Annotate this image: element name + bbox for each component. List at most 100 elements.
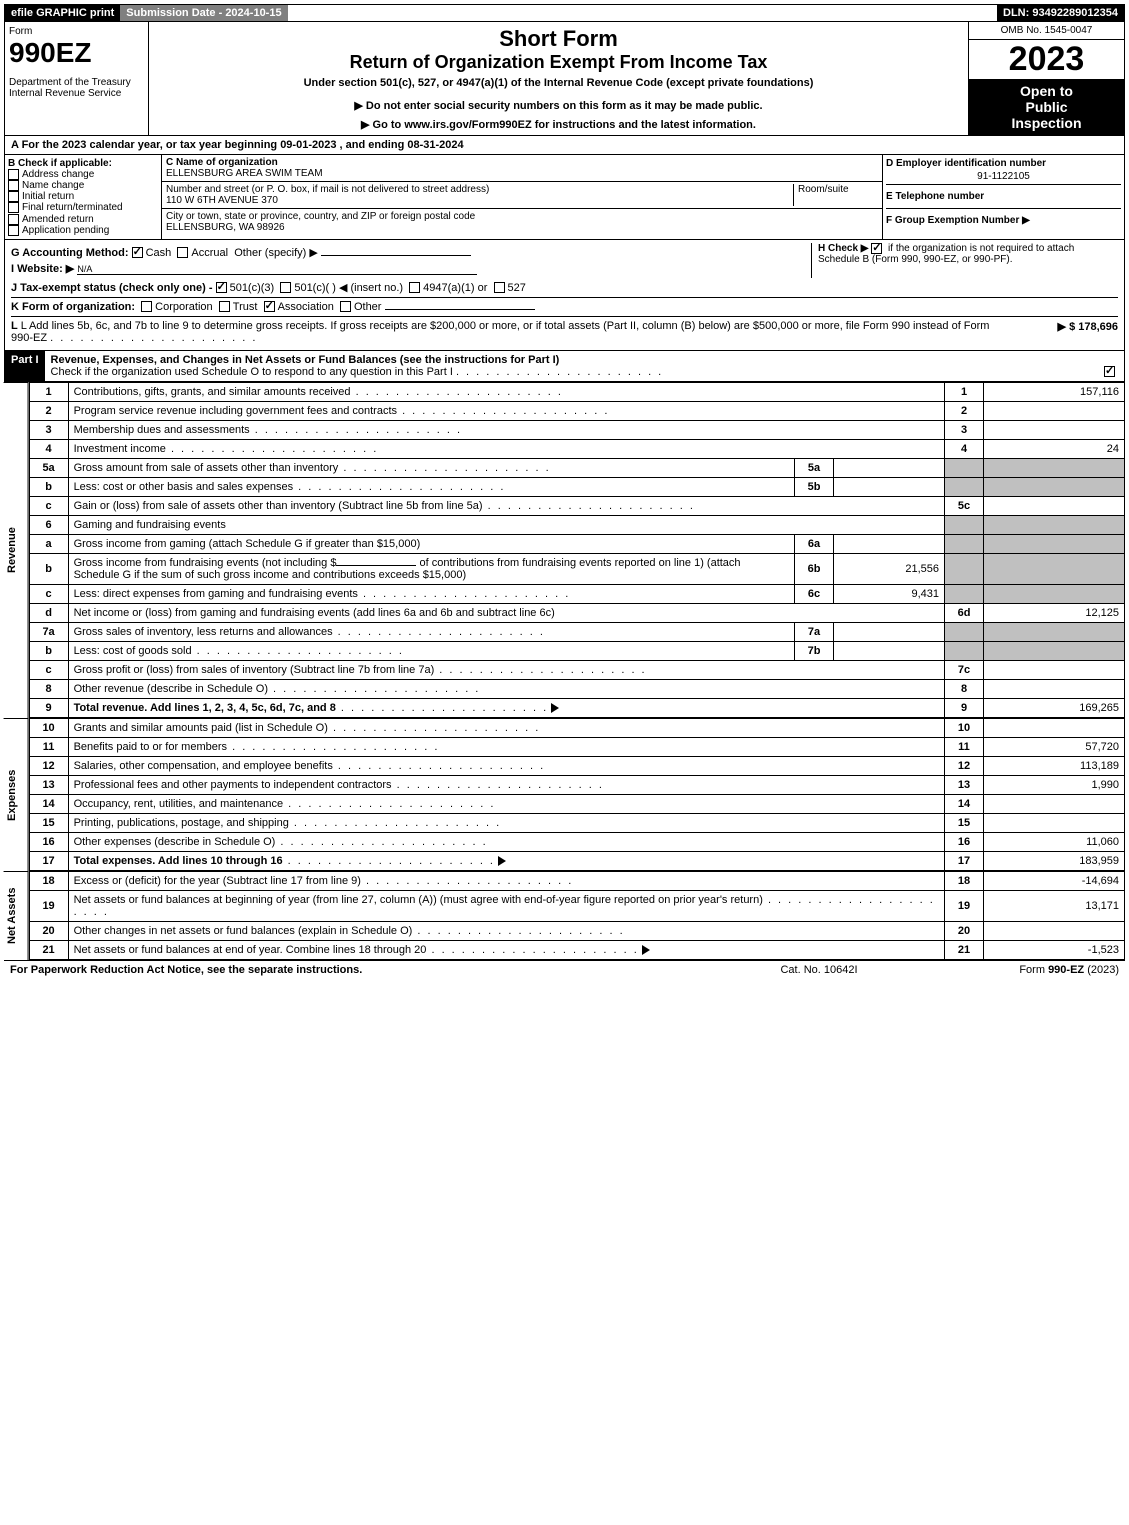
form-label: Form — [9, 26, 144, 37]
line-6c-value: 9,431 — [834, 584, 945, 603]
section-bcdef: B Check if applicable: Address change Na… — [4, 155, 1125, 240]
page-footer: For Paperwork Reduction Act Notice, see … — [4, 960, 1125, 979]
form-header: Form 990EZ Department of the Treasury In… — [4, 22, 1125, 136]
subtitle: Under section 501(c), 527, or 4947(a)(1)… — [153, 77, 964, 89]
checkbox-accrual[interactable] — [177, 247, 188, 258]
dept-irs: Internal Revenue Service — [9, 88, 144, 99]
line-15-value — [984, 813, 1125, 832]
line-13-value: 1,990 — [984, 775, 1125, 794]
checkbox-application-pending[interactable] — [8, 225, 19, 236]
line-6a-value — [834, 534, 945, 553]
footer-cat-no: Cat. No. 10642I — [719, 964, 919, 976]
checkbox-address-change[interactable] — [8, 169, 19, 180]
dln-label: DLN: 93492289012354 — [997, 5, 1124, 21]
column-b-checkboxes: B Check if applicable: Address change Na… — [5, 155, 162, 239]
checkbox-501c3[interactable] — [216, 282, 227, 293]
k-label: K Form of organization: — [11, 301, 135, 313]
omb-number: OMB No. 1545-0047 — [969, 22, 1124, 40]
checkbox-cash[interactable] — [132, 247, 143, 258]
checkbox-corporation[interactable] — [141, 301, 152, 312]
line-20-value — [984, 921, 1125, 940]
website-value: N/A — [77, 264, 477, 275]
line-4-value: 24 — [984, 439, 1125, 458]
line-7a-value — [834, 622, 945, 641]
checkbox-name-change[interactable] — [8, 180, 19, 191]
i-website-label: I Website: ▶ — [11, 263, 74, 275]
c-name-label: C Name of organization — [166, 157, 278, 168]
tax-year: 2023 — [969, 40, 1124, 79]
checkbox-association[interactable] — [264, 301, 275, 312]
goto-link[interactable]: ▶ Go to www.irs.gov/Form990EZ for instru… — [153, 118, 964, 131]
checkbox-527[interactable] — [494, 282, 505, 293]
netassets-table: 18Excess or (deficit) for the year (Subt… — [29, 871, 1125, 960]
line-3-value — [984, 420, 1125, 439]
street-label: Number and street (or P. O. box, if mail… — [166, 184, 489, 195]
line-a-tax-year: A For the 2023 calendar year, or tax yea… — [4, 136, 1125, 155]
line-6d-value: 12,125 — [984, 603, 1125, 622]
part-1-title: Revenue, Expenses, and Changes in Net As… — [51, 354, 560, 366]
line-10-value — [984, 718, 1125, 737]
column-c-org-info: C Name of organization ELLENSBURG AREA S… — [162, 155, 883, 239]
checkbox-other-org[interactable] — [340, 301, 351, 312]
g-label: G Accounting Method: — [11, 247, 129, 259]
line-12-value: 113,189 — [984, 756, 1125, 775]
part-1-subtitle: Check if the organization used Schedule … — [51, 366, 453, 378]
line-5a-value — [834, 458, 945, 477]
line-17-value: 183,959 — [984, 851, 1125, 870]
checkbox-501c[interactable] — [280, 282, 291, 293]
line-8-value — [984, 679, 1125, 698]
submission-date-button[interactable]: Submission Date - 2024-10-15 — [120, 5, 287, 21]
part-1-header: Part I Revenue, Expenses, and Changes in… — [4, 351, 1125, 382]
expenses-table: 10Grants and similar amounts paid (list … — [29, 718, 1125, 871]
line-5c-value — [984, 496, 1125, 515]
line-18-value: -14,694 — [984, 871, 1125, 890]
netassets-section-label: Net Assets — [4, 871, 29, 960]
short-form-title: Short Form — [153, 26, 964, 52]
line-5b-value — [834, 477, 945, 496]
open-to-public: Open to Public Inspection — [969, 79, 1124, 135]
column-def: D Employer identification number 91-1122… — [883, 155, 1124, 239]
checkbox-schedule-o[interactable] — [1104, 366, 1115, 377]
l-gross-receipts: ▶ $ 178,696 — [998, 320, 1118, 344]
main-title: Return of Organization Exempt From Incom… — [153, 52, 964, 73]
d-ein-label: D Employer identification number — [886, 158, 1121, 169]
city-label: City or town, state or province, country… — [166, 211, 475, 222]
line-16-value: 11,060 — [984, 832, 1125, 851]
footer-form-ref: Form 990-EZ (2023) — [919, 964, 1119, 976]
revenue-table: 1Contributions, gifts, grants, and simil… — [29, 382, 1125, 718]
checkbox-schedule-b[interactable] — [871, 243, 882, 254]
room-suite-label: Room/suite — [793, 184, 878, 206]
line-7c-value — [984, 660, 1125, 679]
line-6b-value: 21,556 — [834, 553, 945, 584]
street-value: 110 W 6TH AVENUE 370 — [166, 195, 278, 206]
checkbox-trust[interactable] — [219, 301, 230, 312]
city-value: ELLENSBURG, WA 98926 — [166, 222, 285, 233]
b-label: B Check if applicable: — [8, 158, 158, 169]
dept-treasury: Department of the Treasury — [9, 77, 144, 88]
checkbox-4947[interactable] — [409, 282, 420, 293]
line-14-value — [984, 794, 1125, 813]
ein-value: 91-1122105 — [886, 169, 1121, 185]
section-ghijkl: G Accounting Method: Cash Accrual Other … — [4, 240, 1125, 351]
f-group-exemption-label: F Group Exemption Number ▶ — [886, 209, 1121, 226]
line-7b-value — [834, 641, 945, 660]
ssn-warning: ▶ Do not enter social security numbers o… — [153, 99, 964, 112]
checkbox-initial-return[interactable] — [8, 191, 19, 202]
checkbox-amended-return[interactable] — [8, 214, 19, 225]
expenses-section-label: Expenses — [4, 718, 29, 871]
line-2-value — [984, 401, 1125, 420]
line-11-value: 57,720 — [984, 737, 1125, 756]
form-number: 990EZ — [9, 37, 144, 69]
top-bar: efile GRAPHIC print Submission Date - 20… — [4, 4, 1125, 22]
efile-print-button[interactable]: efile GRAPHIC print — [5, 5, 120, 21]
org-name: ELLENSBURG AREA SWIM TEAM — [166, 168, 323, 179]
h-label: H Check ▶ — [818, 243, 871, 254]
j-label: J Tax-exempt status (check only one) - — [11, 282, 216, 294]
line-19-value: 13,171 — [984, 890, 1125, 921]
part-1-label: Part I — [5, 351, 45, 381]
line-9-value: 169,265 — [984, 698, 1125, 717]
checkbox-final-return[interactable] — [8, 202, 19, 213]
e-telephone-label: E Telephone number — [886, 185, 1121, 209]
line-1-value: 157,116 — [984, 382, 1125, 401]
footer-left: For Paperwork Reduction Act Notice, see … — [10, 964, 719, 976]
